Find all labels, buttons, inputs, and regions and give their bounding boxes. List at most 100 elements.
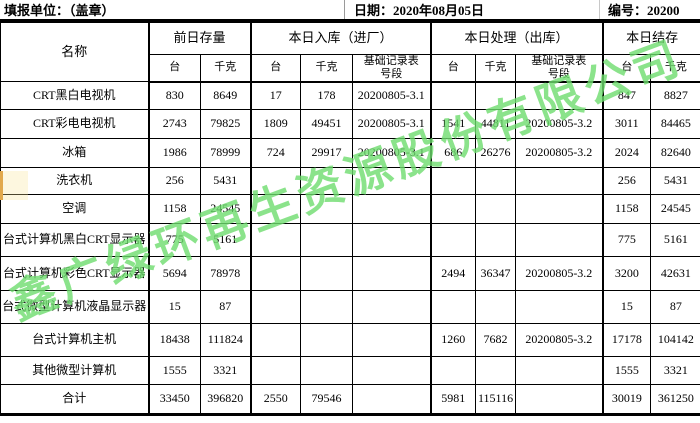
table-row: CRT黑白电视机 830 8649 17 178 20200805-3.1 847 8827	[0, 81, 700, 110]
table-total-row: 合计 33450 396820 2550 79546 5981 115116 30019 361…	[0, 384, 700, 415]
col-header-units: 台	[429, 54, 477, 83]
value-cell: 2550	[249, 384, 302, 415]
value-cell	[249, 356, 302, 385]
value-cell: 5161	[650, 223, 700, 257]
value-cell	[300, 356, 354, 385]
value-cell: 84465	[650, 109, 700, 139]
value-cell	[300, 167, 354, 195]
row-name-cell: 冰箱	[0, 138, 149, 168]
value-cell: 5981	[429, 384, 477, 415]
value-cell: 775	[147, 223, 201, 257]
row-name-cell: 台式计算机彩色CRT显示器	[0, 256, 149, 291]
col-header-kg: 千克	[199, 54, 252, 83]
value-cell: 5431	[650, 167, 700, 195]
value-cell	[515, 223, 604, 257]
top-info-bar: 填报单位：（盖章） 日期：2020年08月05日 编号：20200	[0, 0, 700, 22]
value-cell: 5161	[199, 223, 252, 257]
value-cell	[515, 290, 604, 324]
value-cell: 20200805-3.1	[352, 109, 432, 139]
value-cell	[352, 167, 432, 195]
value-cell: 104142	[650, 323, 700, 357]
value-cell	[515, 167, 604, 195]
value-cell	[475, 223, 517, 257]
value-cell: 8649	[199, 81, 252, 110]
value-cell: 24545	[650, 194, 700, 224]
value-cell: 20200805-3.1	[352, 81, 432, 110]
inventory-table: 名称 前日存量 本日入库（进厂） 本日处理（出库） 本日结存 台 千克 台 千克…	[0, 22, 700, 416]
value-cell	[475, 290, 517, 324]
value-cell: 20200805-3.1	[352, 138, 432, 168]
table-row: CRT彩电电视机 2743 79825 1809 49451 20200805-3.1 15…	[0, 109, 700, 139]
scan-artifact-wash	[0, 171, 28, 200]
value-cell: 1158	[601, 194, 652, 224]
value-cell: 1555	[601, 356, 652, 385]
col-header-name: 名称	[0, 22, 149, 82]
value-cell: 20200805-3.2	[515, 323, 604, 357]
value-cell: 87	[199, 290, 252, 324]
value-cell: 256	[601, 167, 652, 195]
value-cell	[300, 194, 354, 224]
value-cell: 29917	[300, 138, 354, 168]
value-cell: 830	[147, 81, 201, 110]
value-cell	[429, 167, 477, 195]
col-header-kg: 千克	[475, 54, 517, 83]
value-cell	[352, 223, 432, 257]
value-cell: 178	[300, 81, 354, 110]
table-row: 空调 1158 24545 1158 24545	[0, 194, 700, 224]
value-cell	[475, 167, 517, 195]
value-cell	[475, 194, 517, 224]
value-cell: 2743	[147, 109, 201, 139]
value-cell: 111824	[199, 323, 252, 357]
value-cell: 79546	[300, 384, 354, 415]
row-name-cell: 台式微型计算机液晶显示器	[0, 290, 149, 324]
value-cell: 17178	[601, 323, 652, 357]
value-cell: 2024	[601, 138, 652, 168]
value-cell	[300, 223, 354, 257]
value-cell	[475, 81, 517, 110]
value-cell	[515, 81, 604, 110]
col-group-processed-today: 本日处理（出库）	[429, 22, 604, 55]
date-label: 日期：2020年08月05日	[345, 0, 600, 19]
value-cell	[249, 256, 302, 291]
value-cell: 44811	[475, 109, 517, 139]
value-cell: 78999	[199, 138, 252, 168]
row-name-cell: CRT彩电电视机	[0, 109, 149, 139]
value-cell	[515, 384, 604, 415]
value-cell	[249, 223, 302, 257]
serial-number-label: 编号：20200	[608, 3, 680, 18]
value-cell	[300, 256, 354, 291]
col-header-record-range: 基础记录表 号段	[352, 54, 432, 83]
table-row: 台式计算机主机 18438 111824 1260 7682 20200805-3.2 17…	[0, 323, 700, 357]
value-cell: 78978	[199, 256, 252, 291]
value-cell	[429, 194, 477, 224]
value-cell: 49451	[300, 109, 354, 139]
scan-artifact-strip	[0, 171, 3, 200]
value-cell: 3011	[601, 109, 652, 139]
table-row: 台式计算机彩色CRT显示器 5694 78978 2494 36347 20200805-…	[0, 256, 700, 291]
value-cell: 5694	[147, 256, 201, 291]
value-cell: 82640	[650, 138, 700, 168]
col-header-units: 台	[249, 54, 302, 83]
value-cell: 115116	[475, 384, 517, 415]
table-row: 其他微型计算机 1555 3321 1555 3321	[0, 356, 700, 385]
value-cell: 847	[601, 81, 652, 110]
value-cell: 396820	[199, 384, 252, 415]
value-cell	[352, 256, 432, 291]
value-cell	[352, 384, 432, 415]
value-cell: 30019	[601, 384, 652, 415]
value-cell: 87	[650, 290, 700, 324]
col-group-balance-today: 本日结存	[601, 22, 700, 55]
value-cell: 1809	[249, 109, 302, 139]
value-cell: 1555	[147, 356, 201, 385]
value-cell	[352, 323, 432, 357]
value-cell	[249, 290, 302, 324]
value-cell: 3321	[199, 356, 252, 385]
value-cell: 26276	[475, 138, 517, 168]
value-cell: 33450	[147, 384, 201, 415]
col-group-previous-stock: 前日存量	[147, 22, 252, 55]
row-name-cell: 台式计算机黑白CRT显示器	[0, 223, 149, 257]
value-cell: 3200	[601, 256, 652, 291]
value-cell: 724	[249, 138, 302, 168]
value-cell: 17	[249, 81, 302, 110]
